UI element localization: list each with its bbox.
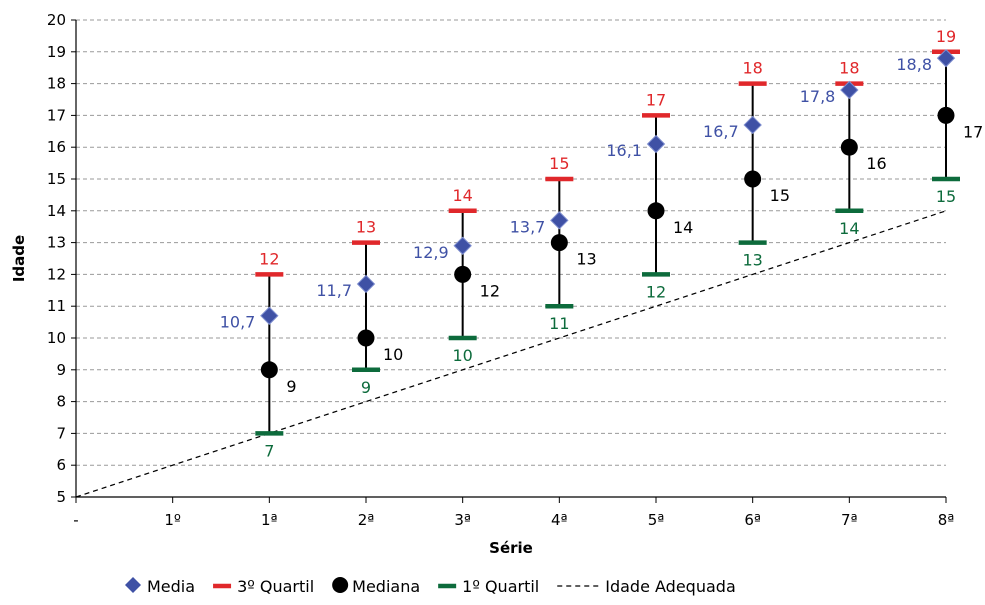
- x-tick-label: 7ª: [841, 511, 858, 529]
- x-tick-label: 4ª: [551, 511, 568, 529]
- media-marker: [356, 274, 376, 294]
- mediana-marker: [260, 361, 278, 379]
- media-marker: [743, 115, 762, 135]
- x-tick-label: 8ª: [938, 511, 955, 529]
- media-marker: [550, 211, 569, 230]
- mediana-marker: [454, 265, 472, 283]
- legend-item-q1: 1º Quartil: [438, 577, 539, 596]
- legend-item-media: Media: [125, 577, 195, 596]
- media-data-label: 16,1: [606, 141, 642, 160]
- mediana-data-label: 16: [866, 154, 886, 173]
- y-tick-label: 9: [56, 361, 66, 379]
- mediana-marker: [357, 329, 375, 347]
- q1-data-label: 12: [646, 282, 666, 301]
- media-data-label: 11,7: [316, 281, 352, 300]
- x-tick-label: 3ª: [454, 511, 471, 529]
- q1-data-label: 15: [936, 187, 956, 206]
- idade-adequada-series: [75, 210, 947, 498]
- y-tick-label: 6: [56, 456, 66, 474]
- y-tick-label: 10: [47, 329, 66, 347]
- media-data-label: 10,7: [220, 313, 256, 332]
- legend-mediana-label: Mediana: [352, 577, 420, 596]
- mediana-marker: [647, 202, 665, 220]
- legend-q3-label: 3º Quartil: [237, 577, 314, 596]
- q3-data-label: 18: [742, 59, 762, 78]
- q1-data-label: 11: [549, 314, 569, 333]
- q1-data-label: 13: [742, 251, 762, 270]
- mediana-data-label: 17: [963, 122, 983, 141]
- legend-item-q3: 3º Quartil: [213, 577, 314, 596]
- media-data-label: 18,8: [896, 55, 932, 74]
- axes: [75, 20, 946, 498]
- q3-data-label: 12: [259, 249, 279, 268]
- mediana-marker: [550, 234, 568, 252]
- media-data-label: 13,7: [510, 217, 546, 236]
- legend-q1-label: 1º Quartil: [462, 577, 539, 596]
- q3-data-label: 19: [936, 27, 956, 46]
- q1-data-label: 9: [361, 378, 371, 397]
- mediana-marker: [840, 138, 858, 156]
- y-tick-label: 5: [56, 488, 66, 506]
- mediana-data-label: 10: [383, 345, 403, 364]
- q3-data-label: 15: [549, 154, 569, 173]
- q3-data-label: 14: [452, 186, 472, 205]
- gridlines: [76, 19, 946, 466]
- x-ticks: - 1º 1ª 2ª 3ª 4ª 5ª 6ª 7ª 8ª: [73, 497, 954, 529]
- y-tick-label: 14: [47, 202, 66, 220]
- y-tick-label: 11: [47, 297, 66, 315]
- media-marker: [453, 236, 472, 255]
- media-marker: [646, 134, 666, 154]
- q1-data-label: 14: [839, 219, 859, 238]
- data-labels: 12 13 14 15 17 18 18 19 7 9 10 11 12 13 14 15 9 10 12 13 14 1…: [220, 27, 984, 461]
- mediana-data-label: 12: [480, 281, 500, 300]
- x-tick-label: 1º: [164, 511, 181, 529]
- y-tick-label: 19: [47, 43, 66, 61]
- x-axis-title: Série: [489, 539, 533, 557]
- legend-mediana-symbol: [332, 577, 349, 593]
- legend-item-mediana: Mediana: [332, 577, 420, 596]
- y-tick-label: 12: [47, 265, 66, 283]
- legend-item-idade-adequada: Idade Adequada: [557, 577, 736, 596]
- mediana-marker: [744, 170, 762, 188]
- y-tick-label: 15: [47, 170, 66, 188]
- data-marks: [255, 48, 960, 436]
- mediana-data-label: 13: [576, 250, 596, 269]
- mediana-data-label: 14: [673, 218, 693, 237]
- q1-data-label: 7: [264, 441, 274, 460]
- y-tick-label: 17: [47, 106, 66, 124]
- y-axis-title: Idade: [10, 235, 28, 282]
- q1-data-label: 10: [452, 346, 472, 365]
- y-tick-label: 20: [47, 11, 66, 29]
- media-data-label: 12,9: [413, 243, 449, 262]
- x-tick-label: 1ª: [261, 511, 278, 529]
- x-tick-label: -: [73, 511, 78, 529]
- media-marker: [260, 306, 279, 325]
- y-tick-label: 13: [47, 234, 66, 252]
- legend-media-label: Media: [147, 577, 195, 596]
- q3-data-label: 17: [646, 90, 666, 109]
- y-ticks: 5 6 7 8 9 10 11 12 13 14 15 16 17 18 19 20: [47, 11, 76, 506]
- x-tick-label: 5ª: [648, 511, 665, 529]
- y-tick-label: 8: [56, 393, 66, 411]
- media-data-label: 16,7: [703, 122, 739, 141]
- mediana-marker: [937, 106, 955, 124]
- media-marker: [936, 48, 956, 68]
- media-marker: [840, 80, 859, 100]
- mediana-data-label: 15: [770, 186, 790, 205]
- y-tick-label: 18: [47, 75, 66, 93]
- x-tick-label: 2ª: [358, 511, 375, 529]
- legend-idade-adequada-label: Idade Adequada: [605, 577, 736, 596]
- y-tick-label: 7: [56, 424, 66, 442]
- legend: Media 3º Quartil Mediana 1º Quartil Idade Ad…: [125, 577, 736, 596]
- media-data-label: 17,8: [800, 87, 836, 106]
- q3-data-label: 13: [356, 218, 376, 237]
- q3-data-label: 18: [839, 59, 859, 78]
- idade-adequada-line: [75, 210, 947, 498]
- x-tick-label: 6ª: [744, 511, 761, 529]
- y-tick-label: 16: [47, 138, 66, 156]
- legend-media-symbol: [125, 577, 141, 593]
- mediana-data-label: 9: [286, 377, 296, 396]
